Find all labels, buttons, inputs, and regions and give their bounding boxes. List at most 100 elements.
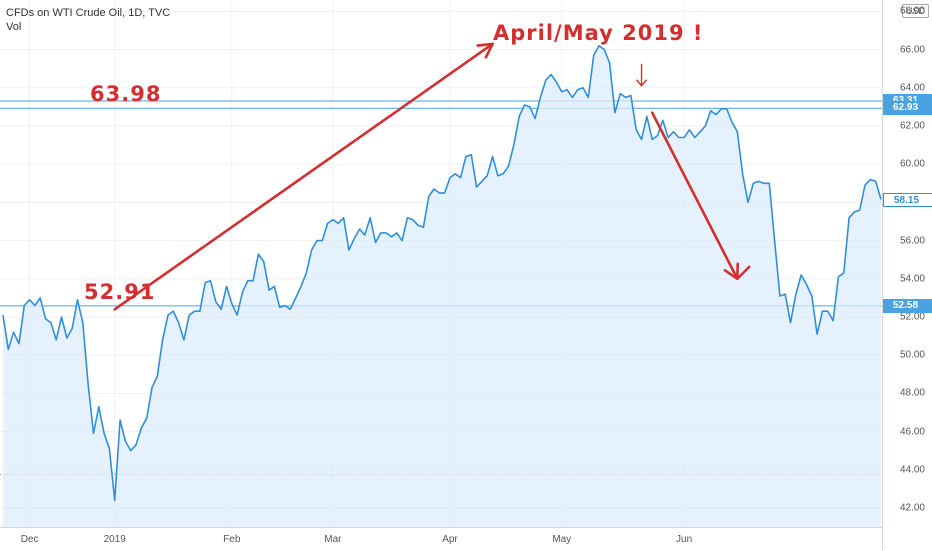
data-point [332, 218, 334, 220]
data-point [821, 310, 823, 312]
data-point [656, 134, 658, 136]
data-point [454, 173, 456, 175]
data-point [752, 182, 754, 184]
data-point [215, 300, 217, 302]
data-point [827, 310, 829, 312]
chart-area[interactable]: April/May 2019 ! 63.98 52.91 CFDs on WTI C… [0, 0, 882, 527]
trend-arrow-head [476, 42, 494, 59]
data-point [843, 272, 845, 274]
y-tick-label: 44.00 [899, 464, 925, 476]
x-tick-label: Jun [676, 534, 693, 545]
data-point [773, 239, 775, 241]
data-point [71, 327, 73, 329]
data-point [390, 236, 392, 238]
data-point [177, 321, 179, 323]
x-tick-label: Dec [20, 534, 39, 545]
data-point [39, 297, 41, 299]
data-point [449, 176, 451, 178]
data-point [518, 115, 520, 117]
x-tick-label: May [552, 534, 572, 545]
data-point [614, 111, 616, 113]
data-point [534, 117, 536, 119]
data-point [103, 432, 105, 434]
data-point [459, 176, 461, 178]
data-point [816, 333, 818, 335]
legend-volume: Vol [6, 21, 22, 33]
data-point [800, 274, 802, 276]
data-point [284, 304, 286, 306]
data-point [385, 232, 387, 234]
data-point [502, 173, 504, 175]
data-point [640, 138, 642, 140]
data-point [82, 321, 84, 323]
down-arrow-marker-head [636, 79, 648, 87]
data-point [310, 249, 312, 251]
data-point [779, 295, 781, 297]
trend-arrow [650, 111, 739, 281]
data-point [848, 216, 850, 218]
data-point [741, 173, 743, 175]
data-point [662, 119, 664, 121]
data-point [433, 188, 435, 190]
data-point [710, 110, 712, 112]
data-point [130, 449, 132, 451]
data-point [193, 310, 195, 312]
data-point [763, 182, 765, 184]
data-point [561, 90, 563, 92]
data-point [603, 48, 605, 50]
data-point [481, 180, 483, 182]
data-point [87, 383, 89, 385]
data-point [869, 178, 871, 180]
data-point [225, 285, 227, 287]
price-axis[interactable]: USD 42.00 44.00 46.00 48.00 50.00 52.00 54.00 5… [882, 0, 932, 550]
y-tick-label: 56.00 [899, 235, 925, 247]
data-point [268, 289, 270, 291]
data-point [646, 115, 648, 117]
data-point [98, 406, 100, 408]
data-point [864, 184, 866, 186]
data-point [837, 276, 839, 278]
data-point [209, 279, 211, 281]
currency-badge[interactable]: USD [901, 4, 929, 18]
data-point [321, 239, 323, 241]
data-point [412, 218, 414, 220]
price-chart[interactable]: April/May 2019 ! 63.98 52.91 [0, 0, 882, 527]
data-point [427, 195, 429, 197]
data-point [396, 232, 398, 234]
data-point [678, 136, 680, 138]
data-point [720, 108, 722, 110]
data-point [50, 321, 52, 323]
data-point [247, 279, 249, 281]
data-point [188, 314, 190, 316]
data-point [619, 92, 621, 94]
y-tick-label: 46.00 [899, 426, 925, 438]
data-point [305, 272, 307, 274]
data-point [114, 499, 116, 501]
data-point [768, 182, 770, 184]
data-point [539, 96, 541, 98]
data-point [7, 348, 9, 350]
y-tick-label: 50.00 [899, 349, 925, 361]
data-point [513, 144, 515, 146]
data-point [279, 306, 281, 308]
y-tick-label: 62.00 [899, 120, 925, 132]
y-tick-label: 52.00 [899, 311, 925, 323]
data-point [443, 192, 445, 194]
data-point [263, 260, 265, 262]
data-point [704, 125, 706, 127]
time-axis[interactable]: Dec 2019 Feb Mar Apr May Jun [0, 527, 882, 551]
data-point [364, 234, 366, 236]
data-point [582, 87, 584, 89]
data-point [183, 339, 185, 341]
data-point [757, 180, 759, 182]
y-tick-label: 48.00 [899, 387, 925, 399]
trend-arrow [113, 42, 494, 311]
rebound-mark [736, 265, 751, 280]
data-point [417, 224, 419, 226]
data-point [236, 314, 238, 316]
data-point [353, 237, 355, 239]
y-tick-label: 66.00 [899, 44, 925, 56]
data-point [853, 211, 855, 213]
data-point [688, 129, 690, 131]
data-point [145, 417, 147, 419]
